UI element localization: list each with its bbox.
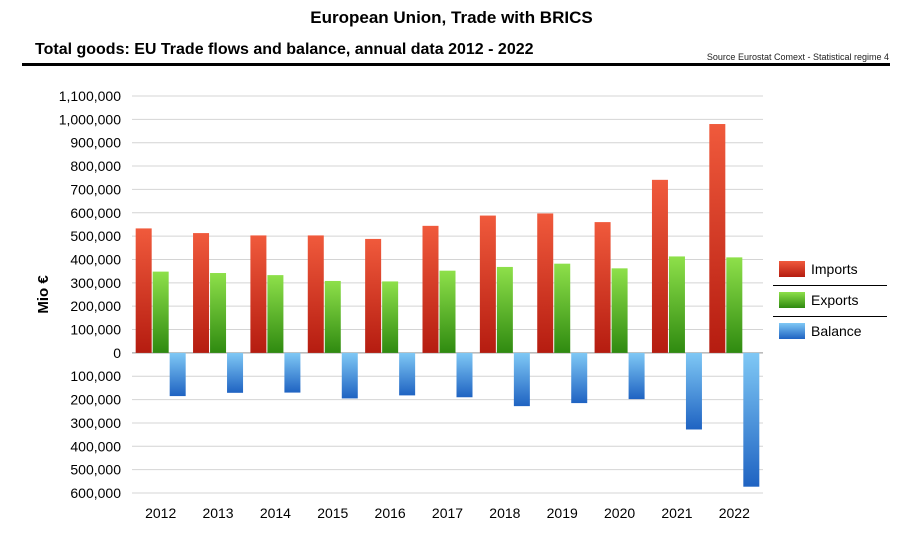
x-tick-label: 2018 bbox=[489, 505, 520, 521]
y-tick-label: 400,000 bbox=[70, 251, 121, 267]
bar-balance bbox=[456, 352, 473, 398]
bar-imports bbox=[709, 124, 726, 353]
bar-exports bbox=[439, 270, 456, 353]
bar-imports bbox=[135, 228, 152, 353]
bar-imports bbox=[365, 238, 382, 353]
y-tick-label: 100,000 bbox=[70, 322, 121, 338]
source-note: Source Eurostat Comext - Statistical reg… bbox=[706, 52, 889, 62]
y-tick-label: 1,100,000 bbox=[59, 88, 121, 104]
x-tick-label: 2017 bbox=[432, 505, 463, 521]
bar-balance bbox=[571, 352, 588, 404]
y-axis-label: Mio € bbox=[35, 275, 52, 314]
x-tick-label: 2012 bbox=[145, 505, 176, 521]
bar-balance bbox=[227, 352, 244, 393]
x-tick-label: 2020 bbox=[604, 505, 635, 521]
chart-title: European Union, Trade with BRICS bbox=[310, 8, 593, 27]
x-tick-label: 2014 bbox=[260, 505, 291, 521]
y-tick-label: 400,000 bbox=[70, 438, 121, 454]
labels-layer: 600,000 500,000 400,000 300,000 200,000 100,0… bbox=[35, 88, 750, 521]
legend-item-imports: Imports bbox=[773, 255, 887, 286]
bar-exports bbox=[554, 263, 571, 353]
header-divider bbox=[22, 63, 890, 66]
legend-item-balance: Balance bbox=[773, 317, 887, 347]
x-tick-label: 2013 bbox=[202, 505, 233, 521]
y-tick-label: 500,000 bbox=[70, 228, 121, 244]
bar-imports bbox=[250, 235, 267, 353]
x-tick-label: 2021 bbox=[661, 505, 692, 521]
bar-imports bbox=[422, 225, 439, 353]
x-tick-label: 2016 bbox=[375, 505, 406, 521]
bar-balance bbox=[513, 352, 530, 407]
x-tick-label: 2022 bbox=[719, 505, 750, 521]
bar-exports bbox=[611, 268, 628, 353]
x-tick-label: 2019 bbox=[547, 505, 578, 521]
bar-exports bbox=[668, 256, 685, 353]
bar-exports bbox=[382, 281, 399, 353]
chart-legend: Imports Exports Balance bbox=[773, 255, 887, 347]
bar-balance bbox=[169, 352, 186, 397]
bar-exports bbox=[726, 257, 743, 353]
legend-label-balance: Balance bbox=[811, 323, 862, 339]
bar-exports bbox=[324, 280, 341, 353]
y-tick-label: 300,000 bbox=[70, 275, 121, 291]
legend-item-exports: Exports bbox=[773, 286, 887, 317]
y-tick-label: 700,000 bbox=[70, 181, 121, 197]
legend-label-imports: Imports bbox=[811, 261, 858, 277]
bar-balance bbox=[284, 352, 301, 393]
y-tick-label: 300,000 bbox=[70, 415, 121, 431]
bar-imports bbox=[594, 222, 611, 353]
bar-exports bbox=[210, 273, 227, 353]
chart-subtitle: Total goods: EU Trade flows and balance,… bbox=[35, 41, 534, 58]
bar-imports bbox=[651, 179, 668, 353]
legend-swatch-exports bbox=[779, 292, 805, 308]
bar-imports bbox=[193, 233, 210, 353]
legend-label-exports: Exports bbox=[811, 292, 859, 308]
y-tick-label: 900,000 bbox=[70, 135, 121, 151]
y-tick-label: 200,000 bbox=[70, 392, 121, 408]
bar-balance bbox=[685, 352, 702, 430]
y-tick-label: 0 bbox=[113, 345, 121, 361]
bar-imports bbox=[537, 213, 554, 353]
y-tick-label: 200,000 bbox=[70, 298, 121, 314]
bar-imports bbox=[307, 235, 324, 353]
legend-swatch-balance bbox=[779, 323, 805, 339]
y-tick-label: 100,000 bbox=[70, 368, 121, 384]
bar-balance bbox=[743, 352, 760, 487]
y-tick-label: 500,000 bbox=[70, 462, 121, 478]
y-tick-label: 600,000 bbox=[70, 485, 121, 501]
bars-layer bbox=[135, 124, 760, 487]
y-tick-label: 1,000,000 bbox=[59, 111, 121, 127]
bar-exports bbox=[267, 275, 284, 353]
bar-balance bbox=[341, 352, 358, 399]
bar-balance bbox=[628, 352, 645, 400]
legend-swatch-imports bbox=[779, 261, 805, 277]
bar-imports bbox=[479, 215, 496, 353]
bar-exports bbox=[152, 271, 169, 353]
bar-exports bbox=[496, 266, 513, 353]
x-tick-label: 2015 bbox=[317, 505, 348, 521]
y-tick-label: 600,000 bbox=[70, 205, 121, 221]
bar-balance bbox=[399, 352, 416, 396]
y-tick-label: 800,000 bbox=[70, 158, 121, 174]
